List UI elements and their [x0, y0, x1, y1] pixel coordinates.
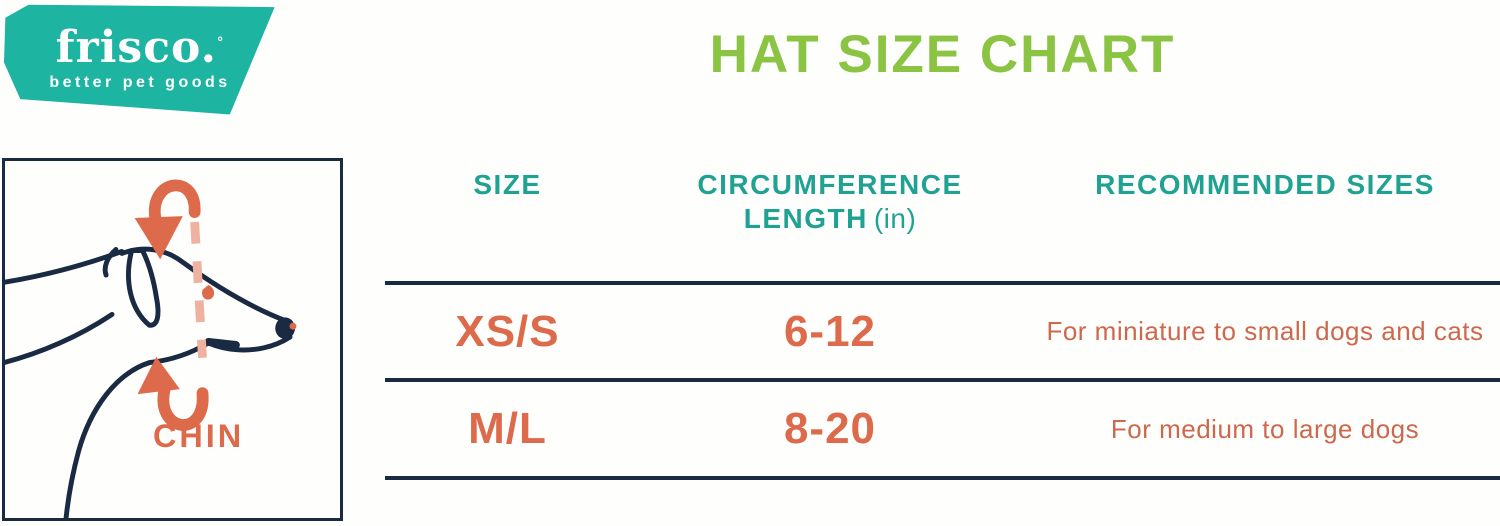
table-header-row: SIZE CIRCUMFERENCE LENGTH (in) RECOMMENDE… [385, 168, 1500, 236]
column-header-size: SIZE [473, 169, 542, 200]
chin-arrow-icon [137, 356, 209, 431]
column-header-circumference-line2: LENGTH (in) [743, 203, 917, 234]
column-header-circumference: CIRCUMFERENCE LENGTH (in) [630, 168, 1030, 236]
size-table: SIZE CIRCUMFERENCE LENGTH (in) RECOMMENDE… [385, 0, 1500, 526]
dog-eye [202, 284, 215, 300]
row1-size-value: XS/S [455, 306, 560, 356]
row2-circumference-value: 8-20 [783, 404, 877, 453]
column-header-circumference-line1: CIRCUMFERENCE [697, 169, 963, 200]
column-header-recommended: RECOMMENDED SIZES [1095, 169, 1435, 200]
row1-recommended-value: For miniature to small dogs and cats [1046, 316, 1484, 346]
dog-measurement-illustration: CHIN [2, 158, 343, 521]
crown-arrow-icon [134, 179, 201, 260]
table-divider-top [385, 281, 1500, 285]
table-divider-middle [385, 378, 1500, 382]
chin-label: CHIN [153, 418, 244, 454]
brand-name: frisco.° [56, 26, 225, 70]
dog-nose [275, 317, 295, 340]
measure-dashed-line [190, 221, 207, 358]
dog-head-drawing-icon: CHIN [5, 179, 297, 518]
brand-tagline: better pet goods [49, 74, 231, 91]
row2-size-value: M/L [468, 404, 547, 453]
registered-mark: ° [216, 35, 225, 51]
brand-text: frisco. [55, 22, 217, 73]
row1-circumference-value: 6-12 [783, 306, 877, 356]
table-divider-bottom [385, 476, 1500, 480]
column-header-unit: (in) [873, 203, 917, 234]
page-title: HAT SIZE CHART [709, 25, 1176, 84]
table-row: XS/S 6-12 For miniature to small dogs an… [385, 285, 1500, 378]
table-row: M/L 8-20 For medium to large dogs [385, 382, 1500, 476]
row2-recommended-value: For medium to large dogs [1110, 413, 1420, 444]
frisco-logo: frisco.° better pet goods [4, 4, 275, 115]
